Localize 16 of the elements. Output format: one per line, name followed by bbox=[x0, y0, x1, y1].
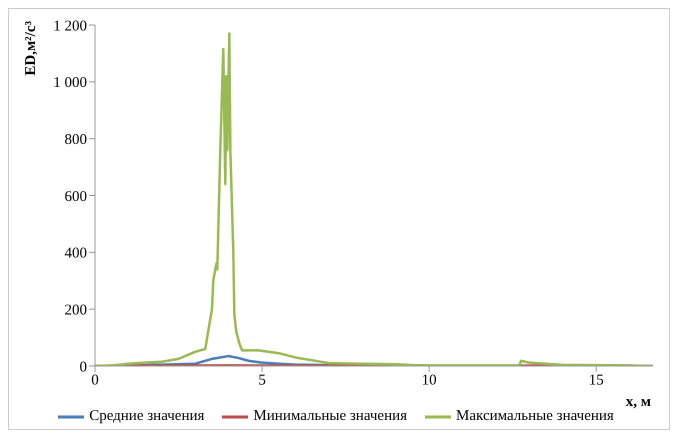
legend-label: Максимальные значения bbox=[455, 408, 614, 425]
x-tick-label: 5 bbox=[258, 372, 266, 389]
legend-label: Минимальные значения bbox=[252, 408, 408, 425]
legend-label: Средние значения bbox=[88, 408, 204, 425]
x-tick-label: 15 bbox=[588, 372, 604, 389]
x-axis-title: x, м bbox=[626, 394, 651, 410]
y-tick-label: 400 bbox=[64, 246, 87, 262]
x-tick-label: 0 bbox=[91, 372, 99, 389]
y-tick-label: 1 000 bbox=[53, 75, 87, 92]
y-tick-label: 1 200 bbox=[53, 18, 87, 34]
y-tick-label: 0 bbox=[80, 359, 87, 376]
x-tick-label: 10 bbox=[422, 372, 437, 389]
y-axis-title: ED,м²/с³ bbox=[23, 20, 39, 76]
y-tick-label: 600 bbox=[64, 188, 87, 205]
y-tick-label: 200 bbox=[64, 302, 87, 318]
y-tick-label: 800 bbox=[64, 132, 87, 148]
